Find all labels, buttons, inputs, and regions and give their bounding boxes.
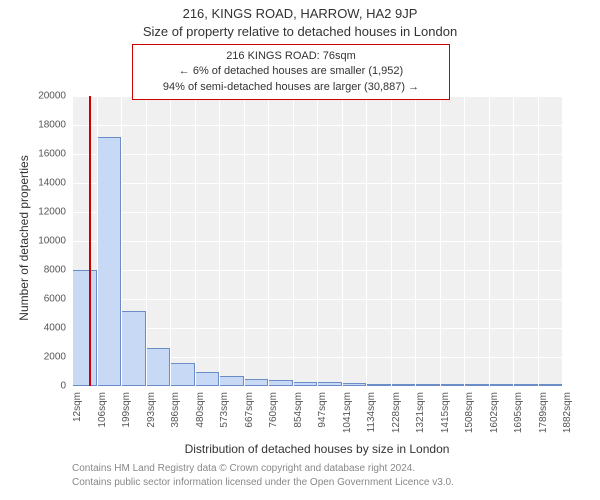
y-tick-label: 6000	[44, 294, 66, 305]
histogram-bar	[366, 384, 391, 386]
y-tick-label: 20000	[38, 91, 66, 102]
y-tick-label: 4000	[44, 323, 66, 334]
x-tick-label: 667sqm	[244, 392, 255, 428]
histogram-bar	[121, 311, 146, 386]
histogram-bar	[464, 384, 489, 386]
histogram-bar	[146, 348, 171, 386]
histogram-bar	[244, 379, 269, 386]
histogram-bar	[415, 384, 440, 386]
grid-line-vertical	[317, 96, 318, 386]
grid-line-vertical	[440, 96, 441, 386]
x-axis-label: Distribution of detached houses by size …	[72, 442, 562, 456]
page-title-address: 216, KINGS ROAD, HARROW, HA2 9JP	[0, 6, 600, 21]
y-tick-label: 0	[60, 381, 66, 392]
annotation-line-3: 94% of semi-detached houses are larger (…	[141, 80, 441, 95]
y-tick-label: 12000	[38, 207, 66, 218]
histogram-bar	[342, 383, 367, 386]
footer-line-2: Contains public sector information licen…	[72, 476, 454, 490]
grid-line-vertical	[391, 96, 392, 386]
y-tick-label: 8000	[44, 265, 66, 276]
x-tick-label: 1508sqm	[464, 392, 475, 433]
histogram-bar	[195, 372, 220, 387]
marker-line	[89, 96, 91, 386]
x-tick-label: 480sqm	[195, 392, 206, 428]
histogram-bar	[513, 384, 538, 386]
grid-line-vertical	[562, 96, 563, 386]
x-tick-label: 106sqm	[97, 392, 108, 428]
histogram-bar	[219, 376, 244, 386]
x-tick-label: 199sqm	[121, 392, 132, 428]
grid-line-vertical	[342, 96, 343, 386]
histogram-bar	[293, 382, 318, 386]
footer-attribution: Contains HM Land Registry data © Crown c…	[72, 462, 454, 490]
x-tick-label: 573sqm	[219, 392, 230, 428]
footer-line-1: Contains HM Land Registry data © Crown c…	[72, 462, 454, 476]
y-tick-label: 16000	[38, 149, 66, 160]
x-tick-label: 1134sqm	[366, 392, 377, 432]
annotation-line-1: 216 KINGS ROAD: 76sqm	[141, 49, 441, 64]
x-tick-label: 1789sqm	[538, 392, 549, 433]
grid-line-vertical	[97, 96, 98, 386]
y-tick-label: 18000	[38, 120, 66, 131]
grid-line-vertical	[195, 96, 196, 386]
x-tick-label: 1882sqm	[562, 392, 573, 433]
histogram-bar	[489, 384, 514, 386]
x-tick-label: 386sqm	[170, 392, 181, 428]
grid-line-vertical	[219, 96, 220, 386]
histogram-bar	[538, 384, 563, 386]
x-tick-label: 1041sqm	[342, 392, 353, 433]
x-tick-label: 1602sqm	[489, 392, 500, 433]
x-tick-label: 947sqm	[317, 392, 328, 428]
grid-line-vertical	[170, 96, 171, 386]
histogram-bar	[391, 384, 416, 386]
histogram-bar	[170, 363, 195, 386]
x-tick-label: 760sqm	[268, 392, 279, 428]
grid-line-vertical	[146, 96, 147, 386]
histogram-bar	[268, 380, 293, 386]
annotation-line-2: ← 6% of detached houses are smaller (1,9…	[141, 64, 441, 79]
grid-line-vertical	[489, 96, 490, 386]
grid-line-vertical	[366, 96, 367, 386]
histogram-bar	[72, 270, 97, 386]
grid-line-vertical	[415, 96, 416, 386]
y-tick-label: 14000	[38, 178, 66, 189]
x-tick-label: 12sqm	[72, 392, 83, 422]
x-tick-label: 1321sqm	[415, 392, 426, 433]
x-tick-label: 1415sqm	[440, 392, 451, 433]
grid-line-vertical	[268, 96, 269, 386]
y-tick-label: 10000	[38, 236, 66, 247]
grid-line-vertical	[538, 96, 539, 386]
histogram-bar	[97, 137, 122, 386]
y-axis-label: Number of detached properties	[17, 128, 31, 348]
histogram-plot-area: 0200040006000800010000120001400016000180…	[72, 96, 562, 386]
x-tick-label: 854sqm	[293, 392, 304, 428]
annotation-box: 216 KINGS ROAD: 76sqm ← 6% of detached h…	[132, 44, 450, 100]
histogram-bar	[440, 384, 465, 386]
grid-line-vertical	[121, 96, 122, 386]
x-tick-label: 293sqm	[146, 392, 157, 428]
grid-line-vertical	[464, 96, 465, 386]
x-tick-label: 1695sqm	[513, 392, 524, 433]
x-tick-label: 1228sqm	[391, 392, 402, 433]
y-tick-label: 2000	[44, 352, 66, 363]
grid-line-vertical	[293, 96, 294, 386]
grid-line-vertical	[513, 96, 514, 386]
grid-line-horizontal	[72, 386, 562, 387]
histogram-bar	[317, 382, 342, 386]
page-title-sub: Size of property relative to detached ho…	[0, 24, 600, 39]
grid-line-vertical	[72, 96, 73, 386]
grid-line-vertical	[244, 96, 245, 386]
